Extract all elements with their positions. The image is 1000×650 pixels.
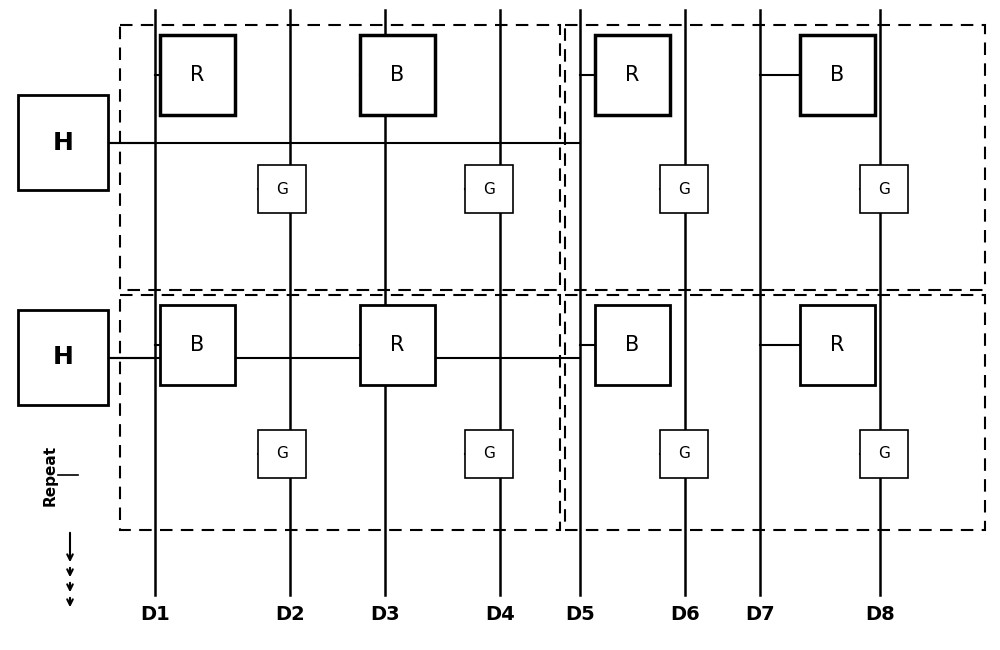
Text: H: H — [53, 346, 73, 369]
Text: G: G — [483, 181, 495, 196]
Bar — [465, 165, 513, 213]
Bar — [860, 430, 908, 478]
Bar — [660, 165, 708, 213]
Bar — [860, 165, 908, 213]
Text: G: G — [678, 181, 690, 196]
Text: D8: D8 — [865, 606, 895, 625]
Bar — [465, 430, 513, 478]
Text: G: G — [483, 447, 495, 461]
Text: R: R — [625, 65, 640, 85]
Text: D5: D5 — [565, 606, 595, 625]
Text: B: B — [190, 335, 205, 355]
Text: D4: D4 — [485, 606, 515, 625]
Bar — [18, 310, 108, 405]
Text: B: B — [390, 65, 405, 85]
Bar — [800, 35, 875, 115]
Bar — [660, 430, 708, 478]
Text: G: G — [878, 447, 890, 461]
Bar — [160, 305, 235, 385]
Bar — [360, 305, 435, 385]
Bar — [258, 430, 306, 478]
Bar — [120, 295, 560, 530]
Bar — [595, 305, 670, 385]
Bar — [160, 35, 235, 115]
Text: R: R — [190, 65, 205, 85]
Bar — [120, 25, 560, 290]
Text: G: G — [276, 447, 288, 461]
Bar — [595, 35, 670, 115]
Text: H: H — [53, 131, 73, 155]
Text: D6: D6 — [670, 606, 700, 625]
Bar — [18, 95, 108, 190]
Bar — [800, 305, 875, 385]
Text: D2: D2 — [275, 606, 305, 625]
Text: R: R — [390, 335, 405, 355]
Text: B: B — [830, 65, 845, 85]
Bar — [565, 295, 985, 530]
Text: B: B — [625, 335, 640, 355]
Text: D3: D3 — [370, 606, 400, 625]
Text: G: G — [878, 181, 890, 196]
Text: D1: D1 — [140, 606, 170, 625]
Bar — [258, 165, 306, 213]
Text: D7: D7 — [745, 606, 775, 625]
Text: R: R — [830, 335, 845, 355]
Text: Repeat: Repeat — [42, 445, 58, 506]
Bar — [360, 35, 435, 115]
Text: G: G — [276, 181, 288, 196]
Bar — [565, 25, 985, 290]
Text: G: G — [678, 447, 690, 461]
